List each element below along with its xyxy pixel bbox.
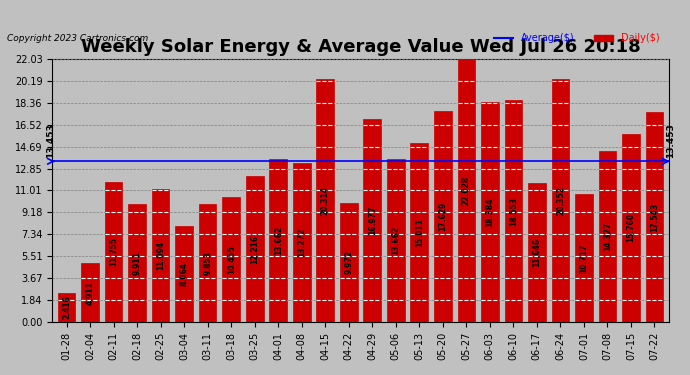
Text: 8.064: 8.064 bbox=[179, 262, 188, 286]
Bar bbox=[317, 80, 334, 322]
Text: 18.384: 18.384 bbox=[485, 198, 494, 227]
Text: 15.011: 15.011 bbox=[415, 218, 424, 247]
Text: 13.272: 13.272 bbox=[297, 228, 306, 257]
Bar bbox=[340, 203, 357, 322]
Bar bbox=[457, 59, 475, 322]
Bar bbox=[81, 263, 99, 322]
Bar bbox=[599, 151, 616, 322]
Bar bbox=[246, 176, 264, 322]
Text: 20.314: 20.314 bbox=[321, 186, 330, 215]
Text: 10.717: 10.717 bbox=[580, 243, 589, 273]
Bar bbox=[152, 189, 170, 322]
Text: 11.094: 11.094 bbox=[156, 241, 165, 270]
Bar bbox=[551, 79, 569, 322]
Bar bbox=[411, 143, 428, 322]
Bar bbox=[293, 164, 310, 322]
Bar bbox=[105, 182, 122, 322]
Text: 22.028: 22.028 bbox=[462, 176, 471, 205]
Text: 16.977: 16.977 bbox=[368, 206, 377, 235]
Text: Copyright 2023 Cartronics.com: Copyright 2023 Cartronics.com bbox=[7, 34, 148, 43]
Bar bbox=[222, 197, 240, 322]
Bar bbox=[646, 112, 663, 322]
Text: 11.646: 11.646 bbox=[533, 238, 542, 267]
Bar bbox=[575, 194, 593, 322]
Text: 18.553: 18.553 bbox=[509, 196, 518, 226]
Text: 17.629: 17.629 bbox=[438, 202, 447, 231]
Text: 15.760: 15.760 bbox=[627, 213, 635, 242]
Text: 17.543: 17.543 bbox=[650, 202, 659, 232]
Text: 13.453: 13.453 bbox=[666, 123, 675, 158]
Text: 11.755: 11.755 bbox=[109, 237, 118, 266]
Text: 20.352: 20.352 bbox=[556, 186, 565, 215]
Bar bbox=[504, 100, 522, 322]
Bar bbox=[434, 111, 452, 322]
Bar bbox=[175, 226, 193, 322]
Text: 9.911: 9.911 bbox=[132, 251, 141, 274]
Text: 4.911: 4.911 bbox=[86, 280, 95, 304]
Text: 9.972: 9.972 bbox=[344, 251, 353, 274]
Text: 9.853: 9.853 bbox=[203, 251, 212, 275]
Text: 2.416: 2.416 bbox=[62, 296, 71, 320]
Bar bbox=[58, 293, 75, 322]
Text: 12.216: 12.216 bbox=[250, 234, 259, 264]
Bar bbox=[128, 204, 146, 322]
Bar bbox=[387, 159, 404, 322]
Text: 10.455: 10.455 bbox=[227, 245, 236, 274]
Title: Weekly Solar Energy & Average Value Wed Jul 26 20:18: Weekly Solar Energy & Average Value Wed … bbox=[81, 38, 640, 56]
Bar bbox=[364, 119, 381, 322]
Bar bbox=[269, 159, 287, 322]
Bar bbox=[481, 102, 499, 322]
Text: 13.453: 13.453 bbox=[46, 123, 55, 158]
Text: 14.327: 14.327 bbox=[603, 222, 612, 251]
Bar bbox=[199, 204, 217, 322]
Text: 13.662: 13.662 bbox=[274, 226, 283, 255]
Legend: Average($), Daily($): Average($), Daily($) bbox=[490, 30, 664, 47]
Text: 13.662: 13.662 bbox=[391, 226, 400, 255]
Bar bbox=[622, 134, 640, 322]
Bar bbox=[528, 183, 546, 322]
